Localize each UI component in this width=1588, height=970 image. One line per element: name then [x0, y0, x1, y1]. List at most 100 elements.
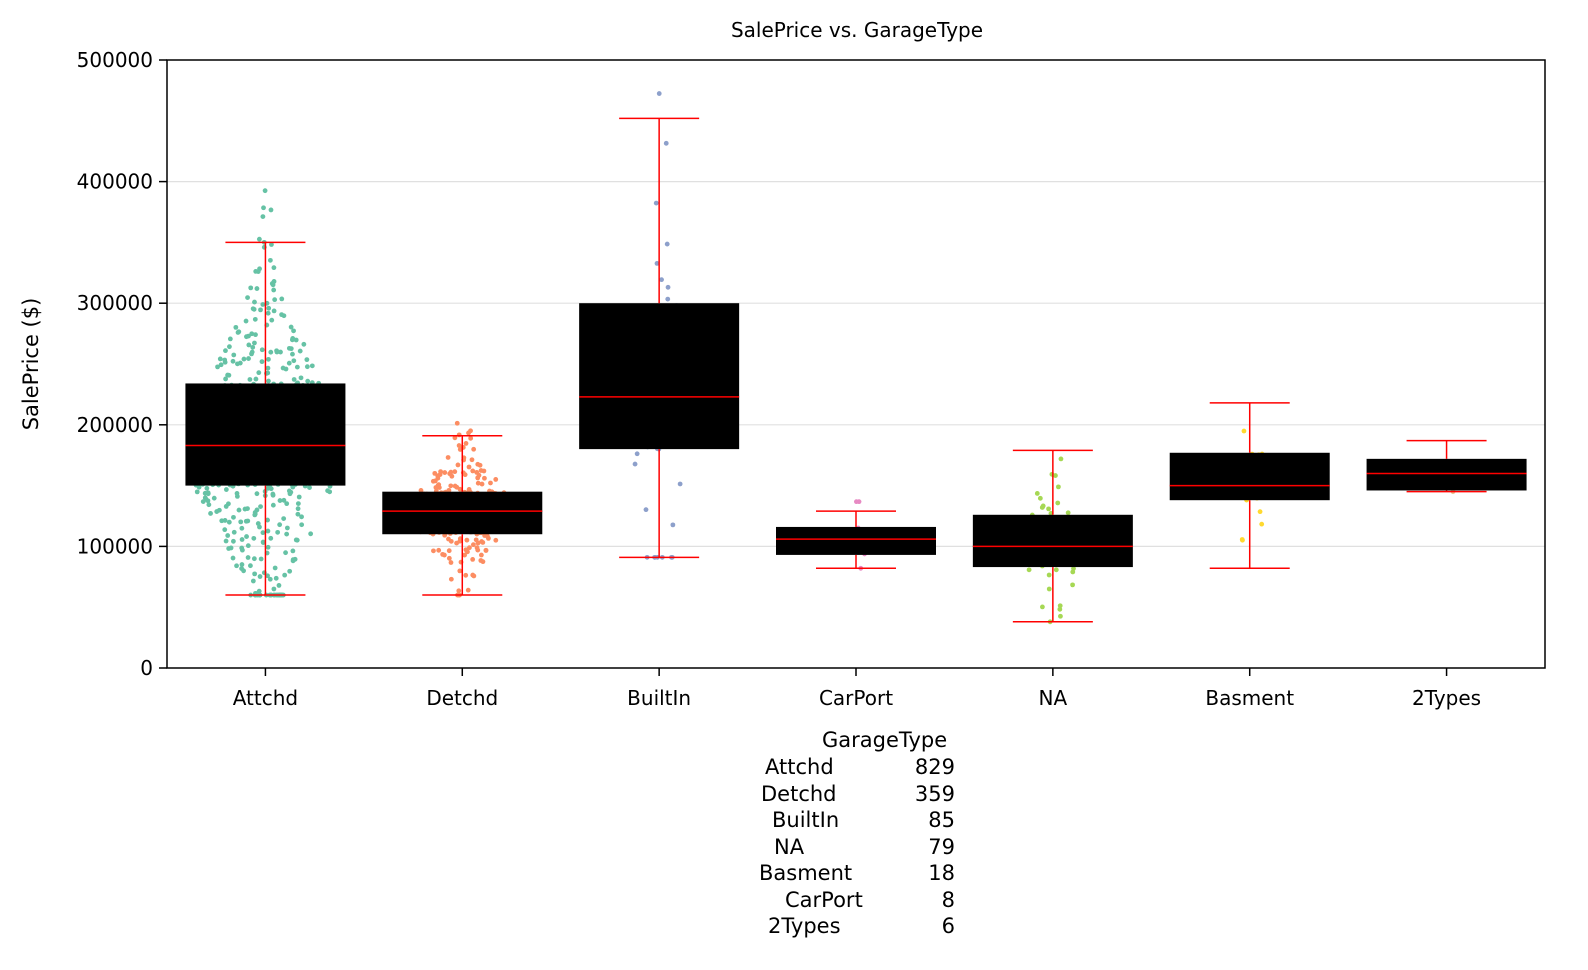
data-point	[265, 517, 270, 523]
data-point	[1026, 567, 1032, 573]
data-point	[298, 375, 304, 381]
data-point	[665, 296, 671, 302]
data-point	[656, 91, 662, 96]
box-NA	[972, 514, 1133, 568]
data-point	[470, 542, 476, 548]
data-point	[291, 377, 297, 382]
data-point	[456, 432, 462, 438]
data-point	[260, 302, 266, 307]
data-point	[281, 497, 287, 503]
data-point	[483, 547, 489, 553]
value-counts-count: 6	[941, 914, 955, 938]
data-point	[256, 588, 262, 594]
data-point	[482, 475, 487, 481]
data-point	[205, 490, 211, 496]
data-point	[260, 530, 266, 536]
data-point	[202, 495, 208, 501]
data-point	[465, 587, 471, 593]
data-point	[222, 527, 228, 533]
data-point	[294, 364, 300, 370]
data-point	[216, 507, 222, 513]
data-point	[258, 307, 263, 313]
data-point	[273, 575, 279, 581]
data-point	[270, 502, 276, 508]
data-point	[274, 349, 280, 355]
data-point	[466, 464, 472, 470]
data-point	[258, 504, 263, 510]
data-point	[286, 488, 292, 494]
data-point	[291, 358, 297, 364]
data-point	[245, 295, 250, 300]
data-point	[475, 480, 481, 486]
y-tick-label: 400000	[77, 170, 153, 194]
data-point	[250, 344, 256, 350]
data-point	[286, 345, 292, 351]
data-point	[455, 462, 461, 468]
data-point	[295, 501, 301, 507]
value-counts-name: NA	[774, 834, 805, 859]
data-point	[260, 214, 266, 220]
data-point	[454, 540, 460, 546]
data-point	[272, 297, 278, 303]
value-counts-count: 829	[914, 755, 955, 779]
data-point	[1057, 606, 1063, 612]
data-point	[226, 372, 232, 378]
box-CarPort	[776, 526, 936, 555]
data-point	[241, 356, 247, 362]
data-point	[457, 568, 463, 574]
data-point	[654, 260, 660, 266]
data-point	[217, 356, 223, 362]
data-point	[431, 548, 436, 554]
data-point	[276, 583, 282, 588]
data-point	[1057, 603, 1063, 609]
value-counts-name: Detchd	[761, 781, 837, 806]
data-point	[479, 481, 485, 487]
data-point	[250, 306, 256, 312]
data-point	[478, 468, 484, 473]
data-point	[245, 518, 251, 524]
y-tick-label: 200000	[77, 413, 153, 437]
data-point	[457, 486, 463, 492]
data-point	[295, 506, 301, 512]
data-point	[659, 277, 664, 283]
value-counts-count: 85	[928, 808, 955, 832]
data-point	[271, 308, 277, 314]
data-point	[457, 447, 463, 452]
data-point	[290, 558, 296, 564]
data-point	[231, 514, 236, 520]
data-point	[463, 547, 469, 553]
data-point	[1259, 521, 1265, 527]
data-point	[1040, 604, 1045, 610]
data-point	[241, 568, 246, 574]
value-counts-header: GarageType	[822, 728, 948, 752]
box-Attchd	[185, 383, 346, 486]
data-point	[327, 489, 333, 495]
data-point	[284, 525, 290, 531]
x-tick-label: NA	[1039, 686, 1068, 710]
data-point	[482, 533, 488, 538]
data-point	[297, 348, 303, 354]
data-point	[265, 310, 271, 316]
value-counts-name: BuiltIn	[772, 808, 840, 832]
data-point	[247, 377, 253, 382]
data-point	[253, 332, 258, 338]
data-point	[454, 420, 460, 426]
x-tick-label: Attchd	[233, 686, 298, 710]
data-point	[222, 357, 228, 363]
data-point	[464, 537, 470, 543]
data-point	[463, 572, 469, 578]
data-point	[309, 363, 315, 369]
data-point	[456, 588, 462, 594]
data-point	[653, 200, 659, 206]
data-point	[304, 357, 310, 363]
data-point	[244, 334, 249, 340]
data-point	[269, 317, 275, 323]
data-point	[245, 543, 251, 549]
data-point	[299, 522, 305, 528]
value-counts-name: Basment	[759, 861, 853, 885]
data-point	[305, 378, 311, 384]
data-point	[1040, 503, 1046, 509]
data-point	[271, 265, 277, 271]
data-point	[448, 469, 454, 475]
data-point	[442, 470, 448, 475]
